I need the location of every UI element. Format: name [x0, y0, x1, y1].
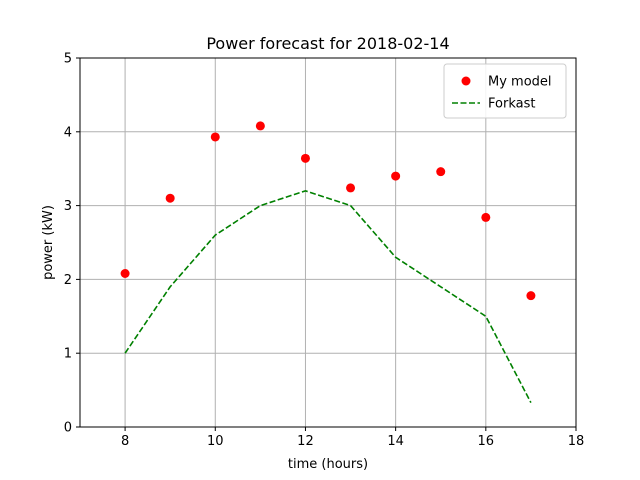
legend-marker-swatch [461, 76, 471, 86]
legend-item: Forkast [452, 97, 535, 112]
data-point [255, 121, 265, 131]
x-tick-label: 18 [568, 434, 585, 449]
y-tick-label: 1 [64, 347, 72, 362]
y-tick-label: 0 [64, 421, 72, 436]
y-axis-label: power (kW) [41, 205, 56, 280]
series-layer [120, 121, 536, 404]
x-axis: 8 10 12 14 16 18 [121, 427, 584, 449]
chart-title: Power forecast for 2018-02-14 [206, 34, 449, 53]
grid [80, 57, 577, 428]
y-tick-label: 4 [64, 125, 72, 140]
x-tick-label: 8 [121, 434, 129, 449]
data-point [300, 153, 310, 163]
y-tick-label: 5 [64, 52, 72, 67]
series-0 [120, 121, 536, 301]
x-tick-label: 16 [478, 434, 495, 449]
x-tick-label: 14 [387, 434, 404, 449]
legend-box [443, 63, 567, 119]
series-1 [124, 189, 532, 404]
x-axis-label: time (hours) [288, 457, 368, 472]
legend-label: Forkast [488, 97, 535, 112]
y-tick-label: 3 [64, 199, 72, 214]
legend-label: My model [488, 75, 552, 90]
x-tick-label: 10 [207, 434, 224, 449]
data-point [346, 183, 356, 193]
data-point [436, 167, 446, 177]
data-point [391, 171, 401, 181]
data-point [526, 291, 536, 301]
data-point [165, 193, 175, 203]
x-tick-label: 12 [297, 434, 314, 449]
y-axis: 0 1 2 3 4 5 [64, 52, 80, 436]
legend-item: My model [461, 75, 552, 90]
series-line [124, 189, 532, 404]
legend: My model Forkast [443, 63, 567, 119]
data-point [120, 268, 130, 278]
y-tick-label: 2 [64, 273, 72, 288]
plot-frame [79, 57, 577, 428]
data-point [210, 132, 220, 142]
data-point [481, 212, 491, 222]
